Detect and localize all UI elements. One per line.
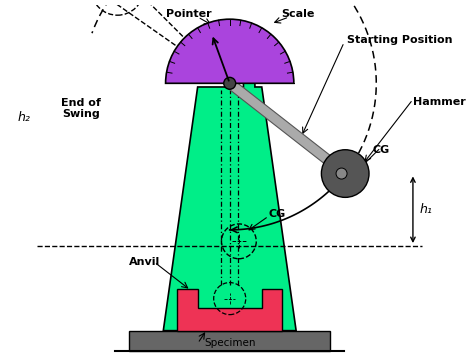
Text: Scale: Scale — [282, 9, 315, 19]
Polygon shape — [177, 289, 283, 331]
Wedge shape — [165, 19, 294, 83]
Text: CG: CG — [269, 209, 286, 219]
Text: h₁: h₁ — [420, 203, 433, 216]
Text: CG: CG — [372, 145, 390, 155]
Text: Specimen: Specimen — [204, 339, 255, 349]
Text: Pointer: Pointer — [166, 9, 211, 19]
Bar — [129, 331, 330, 351]
Text: Starting Position: Starting Position — [346, 35, 452, 45]
Text: Hammer: Hammer — [413, 97, 465, 107]
Circle shape — [336, 168, 347, 179]
Text: End of
Swing: End of Swing — [61, 98, 101, 119]
Polygon shape — [227, 79, 363, 189]
Polygon shape — [164, 80, 296, 331]
Circle shape — [224, 77, 236, 89]
Text: h₂: h₂ — [18, 111, 30, 124]
Circle shape — [321, 150, 369, 197]
Text: Anvil: Anvil — [129, 257, 161, 267]
